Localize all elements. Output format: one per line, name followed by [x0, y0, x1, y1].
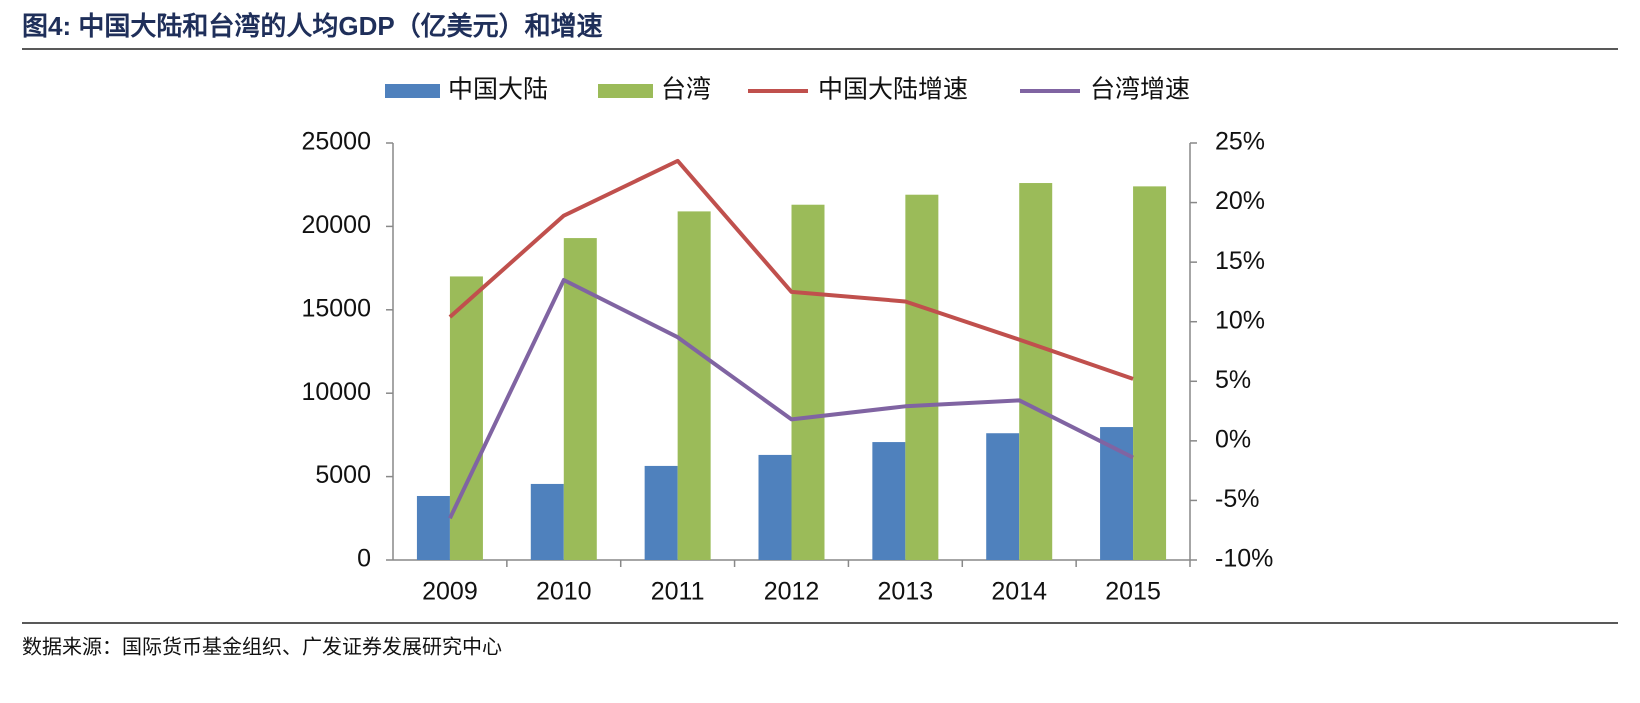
title: 图4: 中国大陆和台湾的人均GDP（亿美元）和增速: [22, 11, 603, 41]
y-tick-label: 10000: [301, 378, 371, 406]
x-tick-label: 2011: [651, 578, 705, 606]
bar: [677, 211, 711, 560]
bar: [644, 465, 678, 560]
bar: [986, 433, 1020, 560]
y2-tick-label: 5%: [1215, 366, 1251, 394]
legend-swatch: [598, 84, 653, 98]
y2-tick-label: 20%: [1215, 187, 1265, 215]
x-tick-label: 2012: [764, 578, 820, 606]
bar: [530, 483, 564, 560]
y-tick-label: 5000: [315, 461, 371, 489]
y2-tick-label: 10%: [1215, 306, 1265, 334]
y-tick-label: 20000: [301, 211, 371, 239]
y-tick-label: 15000: [301, 294, 371, 322]
x-tick-label: 2015: [1105, 578, 1161, 606]
legend-label: 中国大陆增速: [818, 76, 968, 104]
bar: [449, 276, 483, 560]
line: [448, 158, 1134, 381]
y2-tick-label: 25%: [1215, 128, 1265, 156]
y2-tick-label: 15%: [1215, 247, 1265, 275]
y2-tick-label: -10%: [1215, 545, 1273, 573]
legend-label: 台湾: [661, 76, 711, 104]
legend-label: 中国大陆: [448, 76, 548, 104]
x-tick-label: 2013: [878, 578, 934, 606]
bar: [1019, 183, 1053, 561]
bar: [1133, 186, 1167, 561]
y-tick-label: 0: [357, 545, 371, 573]
bar: [758, 454, 792, 560]
bar: [905, 194, 939, 560]
y2-tick-label: 0%: [1215, 425, 1251, 453]
x-tick-label: 2010: [536, 578, 592, 606]
x-tick-label: 2014: [991, 578, 1047, 606]
legend-swatch: [385, 84, 440, 98]
y2-tick-label: -5%: [1215, 485, 1259, 513]
line: [448, 278, 1134, 520]
bar: [416, 495, 450, 560]
bar: [1100, 427, 1134, 560]
bar: [791, 204, 825, 560]
x-tick-label: 2009: [422, 578, 478, 606]
bar: [872, 442, 906, 560]
y-tick-label: 25000: [301, 128, 371, 156]
source: 数据来源：国际货币基金组织、广发证券发展研究中心: [22, 635, 502, 658]
legend-label: 台湾增速: [1090, 76, 1190, 104]
